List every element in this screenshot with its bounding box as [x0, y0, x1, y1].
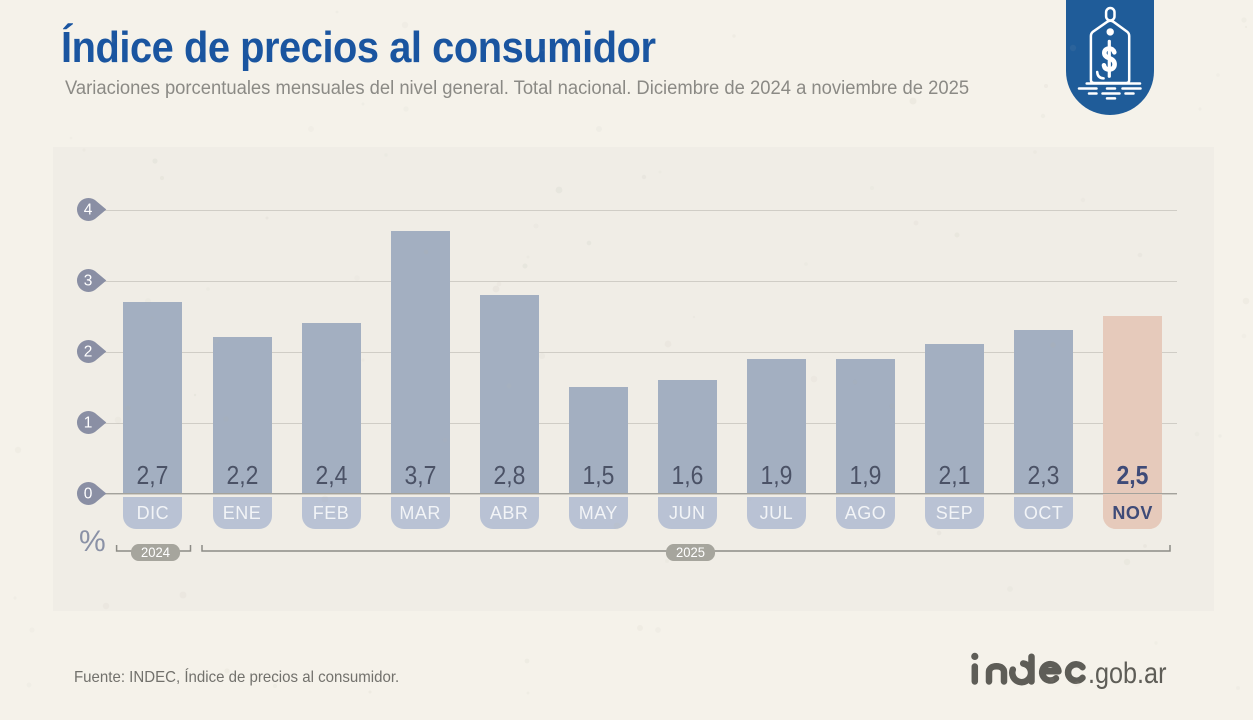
svg-text:2: 2: [84, 344, 93, 361]
svg-text:1: 1: [84, 415, 93, 432]
svg-text:4: 4: [84, 202, 93, 219]
svg-text:3: 3: [84, 273, 93, 290]
svg-text:0: 0: [84, 486, 93, 503]
